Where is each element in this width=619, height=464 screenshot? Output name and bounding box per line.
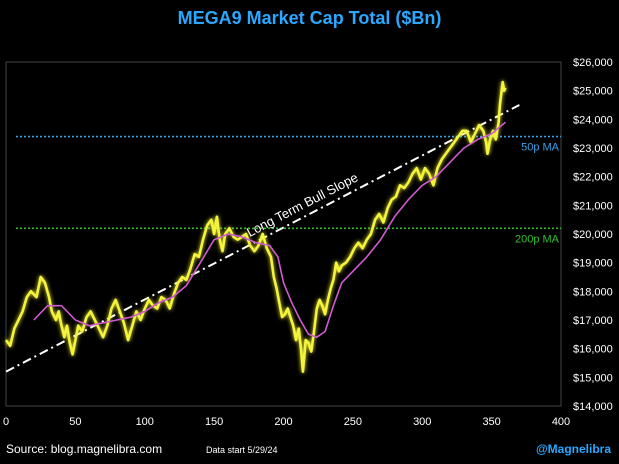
x-tick-label: 50 bbox=[69, 416, 81, 428]
x-tick-label: 350 bbox=[482, 416, 500, 428]
x-tick-label: 200 bbox=[274, 416, 292, 428]
x-tick-label: 150 bbox=[205, 416, 223, 428]
data-start-label: Data start 5/29/24 bbox=[206, 445, 278, 455]
y-tick-label: $15,000 bbox=[573, 372, 613, 384]
x-tick-label: 250 bbox=[344, 416, 362, 428]
y-tick-label: $17,000 bbox=[573, 315, 613, 327]
y-tick-label: $22,000 bbox=[573, 172, 613, 184]
handle-label: @Magnelibra bbox=[535, 442, 611, 456]
x-tick-label: 400 bbox=[552, 416, 570, 428]
ma20-line bbox=[33, 121, 507, 338]
chart-svg: $14,000 $15,000 $16,000 $17,000 $18,000 $19,0… bbox=[3, 57, 613, 428]
market-cap-line bbox=[4, 80, 507, 373]
y-tick-label: $24,000 bbox=[573, 114, 613, 126]
y-tick-label: $20,000 bbox=[573, 229, 613, 241]
x-tick-label: 0 bbox=[3, 416, 9, 428]
y-tick-label: $23,000 bbox=[573, 143, 613, 155]
y-tick-label: $21,000 bbox=[573, 200, 613, 212]
y-tick-label: $16,000 bbox=[573, 344, 613, 356]
source-label: Source: blog.magnelibra.com bbox=[6, 442, 163, 456]
y-tick-label: $14,000 bbox=[573, 401, 613, 413]
y-tick-label: $25,000 bbox=[573, 86, 613, 98]
y-tick-label: $26,000 bbox=[573, 57, 613, 69]
y-tick-label: $18,000 bbox=[573, 286, 613, 298]
reference-line-label: 200p MA bbox=[515, 233, 560, 245]
y-tick-label: $19,000 bbox=[573, 258, 613, 270]
plot-frame bbox=[5, 61, 562, 407]
x-tick-label: 100 bbox=[136, 416, 154, 428]
x-tick-label: 300 bbox=[413, 416, 431, 428]
trend-line-label: Long Term Bull Slope bbox=[244, 170, 360, 240]
chart-title: MEGA9 Market Cap Total ($Bn) bbox=[177, 8, 442, 28]
reference-line-label: 50p MA bbox=[521, 142, 560, 154]
